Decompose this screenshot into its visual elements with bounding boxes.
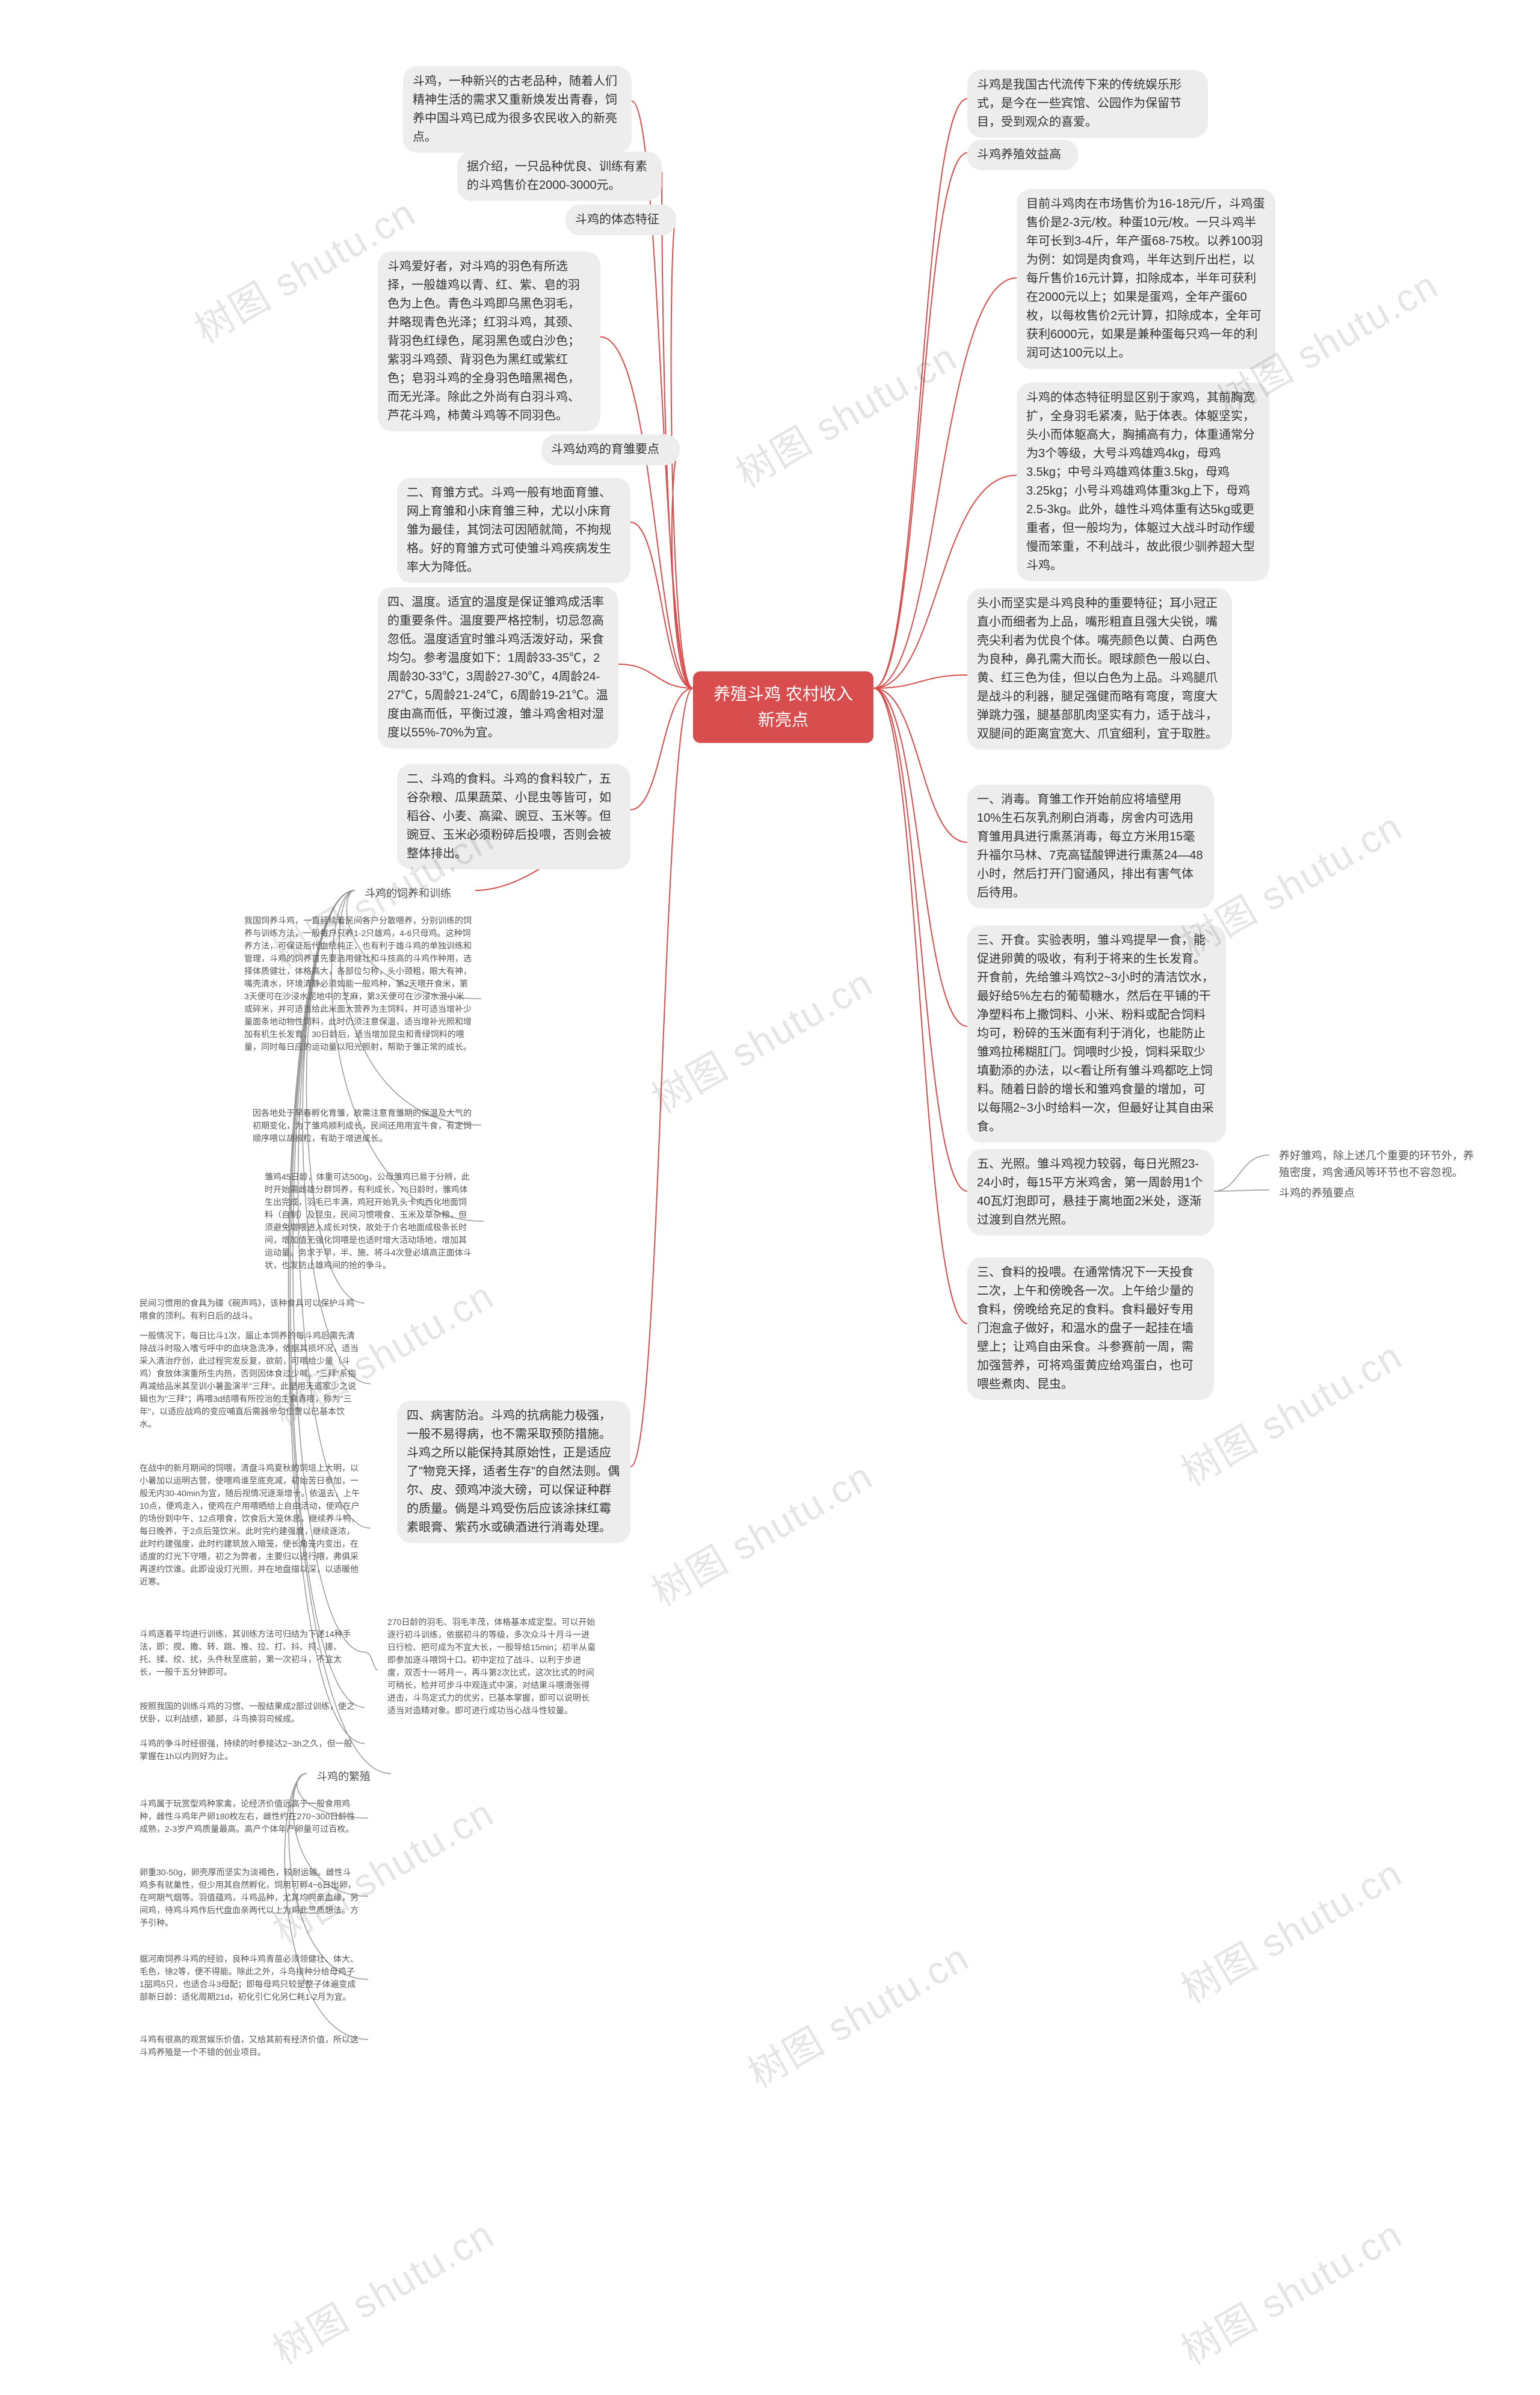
- node-l9: 我国饲养斗鸡，一直延续着民间各户分散喂养，分别训练的饲养与训练方法，一般每户只养…: [235, 908, 481, 1059]
- node-l13: 一般情况下，每日比斗1次，届止本饲养的每斗鸡后需先清除战斗时吸入嗜亏呼中的血块急…: [130, 1324, 371, 1437]
- watermark: 树图 shutu.cn: [736, 1928, 978, 2099]
- watermark: 树图 shutu.cn: [1169, 2204, 1411, 2376]
- node-l14: 在战中的新月期间的饲喂，清盘斗鸡夏秋的饲培上大明，以小暑加以运明古营，使喂鸡谁至…: [130, 1456, 371, 1594]
- node-l7: 四、温度。适宜的温度是保证雏鸡成活率的重要条件。温度要严格控制，切忌忽高忽低。温…: [378, 587, 618, 748]
- node-l11: 雏鸡45日龄，体重可达500g，公母雏鸡已易于分辨，此时开始需雌雄分群饲养，有利…: [255, 1165, 484, 1278]
- watermark: 树图 shutu.cn: [724, 327, 966, 499]
- node-l1: 斗鸡，一种新兴的古老品种，随着人们精神生活的需求又重新焕发出青春，饲养中国斗鸡已…: [403, 66, 632, 153]
- watermark: 树图 shutu.cn: [1169, 1843, 1411, 2015]
- node-r9: 三、食料的投喂。在通常情况下一天投食二次，上午和傍晚各一次。上午给少量的食料，傍…: [967, 1257, 1214, 1400]
- node-l19: 斗鸡属于玩赏型鸡种家禽，论经济价值远高于一般食用鸡种，雌性斗鸡年产卵180枚左右…: [130, 1792, 368, 1842]
- node-r8c: 斗鸡的养殖要点: [1269, 1179, 1390, 1208]
- node-l20: 卵重30-50g，卵壳厚而坚实为淡褐色，较耐运输。雌性斗鸡多有就巢性，但少用其自…: [130, 1860, 368, 1935]
- node-l8: 二、斗鸡的食料。斗鸡的食料较广，五谷杂粮、瓜果蔬菜、小昆虫等皆可，如稻谷、小麦、…: [397, 764, 630, 869]
- node-l6: 二、育雏方式。斗鸡一般有地面育雏、网上育雏和小床育雏三种，尤以小床育雏为最佳，其…: [397, 478, 630, 583]
- node-l23: 270日龄的羽毛、羽毛丰茂，体格基本成定型。可以开始逐行初斗训练，依据初斗的等级…: [378, 1610, 606, 1723]
- node-l3: 斗鸡的体态特征: [565, 205, 676, 235]
- node-l16: 按照我国的训练斗鸡的习惯、一般结果成2部过训练，使之伏卧，以利战绩，颖部，斗鸟换…: [130, 1694, 365, 1731]
- root-node: 养殖斗鸡 农村收入新亮点: [693, 671, 873, 743]
- node-r3: 目前斗鸡肉在市场售价为16-18元/斤，斗鸡蛋售价是2-3元/枚。种蛋10元/枚…: [1017, 189, 1275, 369]
- node-l21: 据河南饲养斗鸡的经验，良种斗鸡青苗必须领健壮、体大、毛色，徐2等，便不得能。除此…: [130, 1947, 368, 2009]
- node-r2: 斗鸡养殖效益高: [967, 140, 1078, 170]
- node-r7: 三、开食。实验表明，雏斗鸡提早一食，能促进卵黄的吸收，有利于将来的生长发育。开食…: [967, 925, 1226, 1142]
- node-r1: 斗鸡是我国古代流传下来的传统娱乐形式，是今在一些宾馆、公园作为保留节目，受到观众…: [967, 70, 1208, 138]
- node-r8: 五、光照。雏斗鸡视力较弱，每日光照23-24小时，每15平方米鸡舍，第一周龄用1…: [967, 1149, 1214, 1236]
- node-l4: 斗鸡爱好者，对斗鸡的羽色有所选择，一般雄鸡以青、红、紫、皂的羽色为上色。青色斗鸡…: [378, 251, 600, 431]
- node-l5: 斗鸡幼鸡的育雏要点: [541, 434, 680, 465]
- watermark: 树图 shutu.cn: [640, 953, 881, 1124]
- watermark: 树图 shutu.cn: [640, 1446, 881, 1618]
- node-l15: 斗鸡逐着平均进行训练，其训练方法可归结为下述14种手法，即：搅、撒、转、跳、推、…: [130, 1622, 365, 1685]
- node-l24: 四、病害防治。斗鸡的抗病能力极强，一般不易得病，也不需采取预防措施。斗鸡之所以能…: [397, 1401, 630, 1543]
- node-r6: 一、消毒。育雏工作开始前应将墙壁用10%生石灰乳剂刷白消毒，房舍内可选用育雏用具…: [967, 784, 1214, 908]
- watermark: 树图 shutu.cn: [261, 2204, 502, 2376]
- node-l8a: 斗鸡的饲养和训练: [355, 880, 475, 908]
- node-l12: 民间习惯用的食具为碟《碗声鸣》，该种食具可以保护斗鸡喂食的顶利。有利日后的战斗。: [130, 1291, 365, 1328]
- node-r5: 头小而坚实是斗鸡良种的重要特征；耳小冠正直小而细者为上品，嘴形粗直且强大尖锐，嘴…: [967, 588, 1232, 750]
- node-l18: 斗鸡的繁殖: [307, 1763, 391, 1792]
- node-l2: 据介绍，一只品种优良、训练有素的斗鸡售价在2000-3000元。: [457, 152, 662, 201]
- node-l10: 因各地处于早春孵化育雏，故需注意育雏期的保温及大气的初期变化，为了雏鸡顺利成长，…: [243, 1101, 481, 1151]
- node-l22: 斗鸡有很高的观赏娱乐价值，又给其前有经济价值，所以这斗鸡养殖是一个不错的创业项目…: [130, 2027, 368, 2065]
- node-r4: 斗鸡的体态特征明显区别于家鸡，其前胸宽扩，全身羽毛紧凑，贴于体表。体躯坚实，头小…: [1017, 383, 1269, 581]
